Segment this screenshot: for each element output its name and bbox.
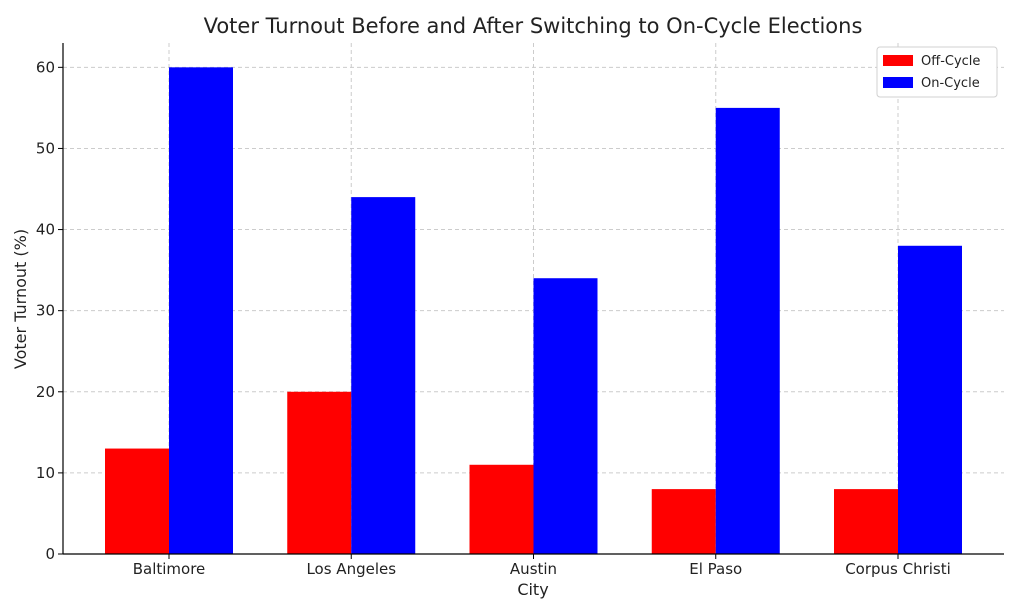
legend-swatch <box>883 77 913 88</box>
chart-title: Voter Turnout Before and After Switching… <box>204 14 863 38</box>
y-axis-ticks: 0 10 20 30 40 50 60 <box>36 58 63 563</box>
x-tick-label: El Paso <box>689 560 742 578</box>
legend-label: On-Cycle <box>921 76 980 91</box>
x-tick-label: Los Angeles <box>306 560 396 578</box>
bars <box>105 67 962 554</box>
x-tick-label: Baltimore <box>133 560 206 578</box>
y-tick-label: 20 <box>36 383 55 401</box>
legend-label: Off-Cycle <box>921 54 980 69</box>
y-axis-label: Voter Turnout (%) <box>11 229 30 369</box>
bar-off-cycle-corpus-christi <box>834 489 898 554</box>
bar-off-cycle-los-angeles <box>287 391 352 554</box>
y-tick-label: 30 <box>36 302 55 320</box>
bar-on-cycle-austin <box>533 278 598 554</box>
y-tick-label: 50 <box>36 139 55 157</box>
bar-off-cycle-el-paso <box>651 489 716 554</box>
bar-on-cycle-los-angeles <box>351 197 416 554</box>
y-tick-label: 40 <box>36 221 55 239</box>
bar-off-cycle-austin <box>469 464 534 554</box>
legend-swatch <box>883 55 913 66</box>
bar-on-cycle-corpus-christi <box>898 245 962 554</box>
x-tick-label: Corpus Christi <box>845 560 951 578</box>
x-tick-label: Austin <box>510 560 557 578</box>
bar-on-cycle-el-paso <box>715 107 780 554</box>
y-tick-label: 10 <box>36 464 55 482</box>
legend: Off-Cycle On-Cycle <box>876 46 998 98</box>
y-tick-label: 0 <box>45 545 55 563</box>
bar-off-cycle-baltimore <box>105 448 169 554</box>
x-axis-ticks: Baltimore Los Angeles Austin El Paso Corpus … <box>133 554 951 578</box>
x-axis-label: City <box>517 580 548 599</box>
bar-on-cycle-baltimore <box>169 67 233 554</box>
y-tick-label: 60 <box>36 58 55 76</box>
